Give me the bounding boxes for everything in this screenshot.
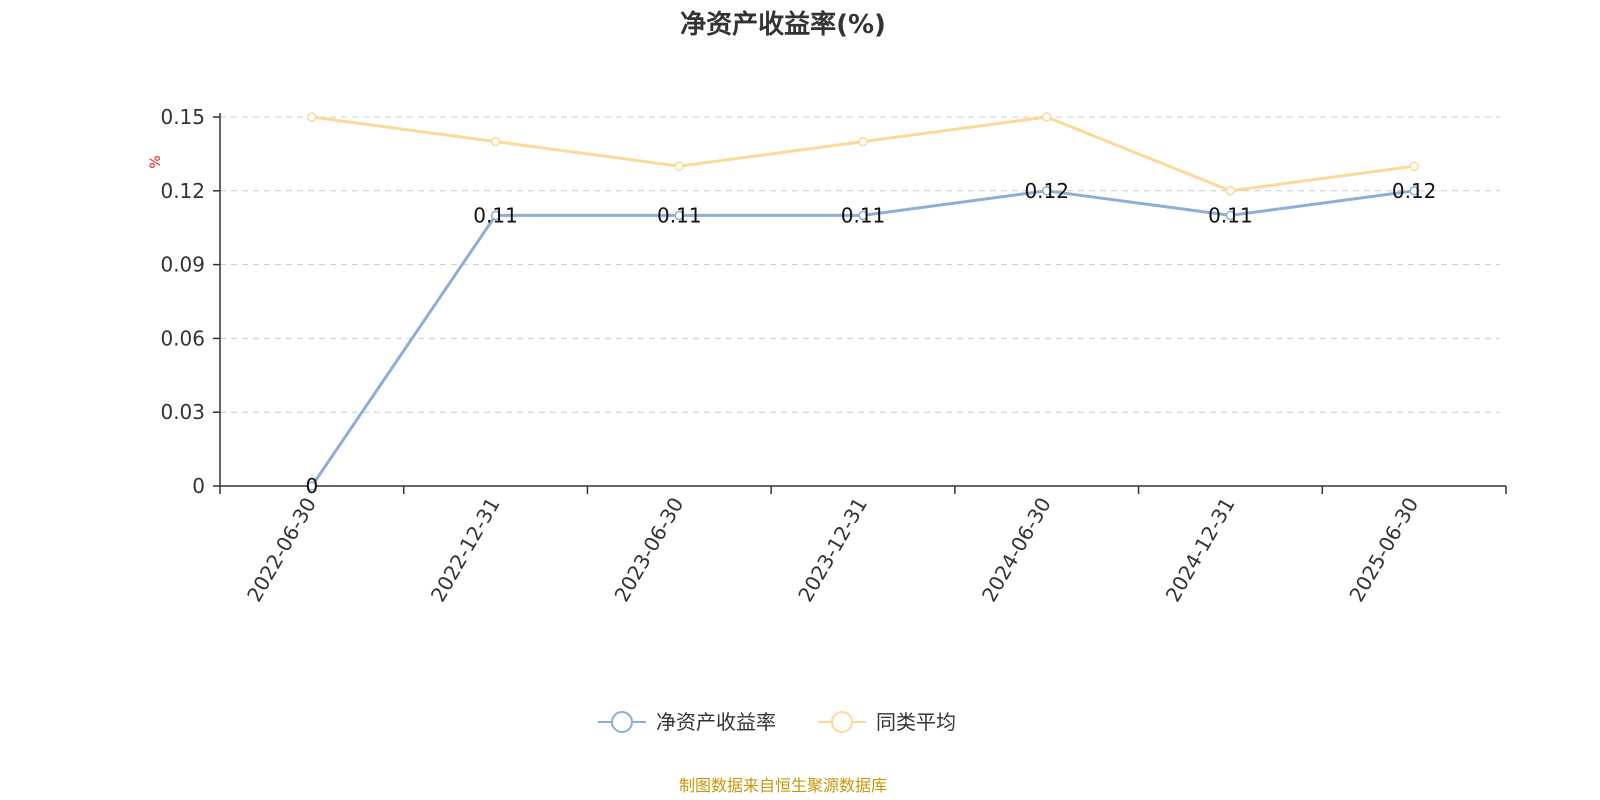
- data-point: [858, 136, 868, 147]
- series-line-1: [311, 115, 1415, 193]
- data-point: [1225, 210, 1236, 221]
- data-label: 0: [305, 474, 318, 498]
- legend-item-0: 净资产收益率: [598, 710, 776, 734]
- data-point: [858, 210, 868, 221]
- data-label: 0.12: [1392, 179, 1437, 203]
- source-note: 制图数据来自恒生聚源数据库: [679, 776, 887, 795]
- data-point: [1041, 112, 1052, 122]
- data-point: [674, 210, 685, 221]
- data-label: 0.12: [1024, 179, 1069, 203]
- data-point: [1409, 186, 1419, 196]
- gridlines: [220, 116, 1500, 413]
- data-label: 0.11: [657, 203, 702, 227]
- x-tick-label: 2022-12-31: [426, 493, 505, 606]
- y-tick-label: 0: [192, 474, 205, 498]
- x-tick-label: 2024-12-31: [1161, 493, 1240, 606]
- series-layer: [307, 112, 1419, 491]
- data-point: [674, 161, 685, 171]
- data-label: 0.11: [473, 203, 518, 227]
- data-labels: 0 0.11 0.11 0.11 0.12 0.11 0.12: [305, 179, 1436, 498]
- data-point: [490, 136, 501, 147]
- y-axis-unit-label: %: [148, 155, 164, 168]
- data-label: 0.11: [1208, 203, 1253, 227]
- y-tick-label: 0.09: [160, 253, 205, 277]
- legend-marker: [611, 711, 633, 733]
- data-label: 0.11: [841, 203, 886, 227]
- data-point: [307, 481, 317, 491]
- x-tick-label: 2022-06-30: [242, 493, 321, 606]
- chart-title: 净资产收益率(%): [680, 9, 886, 40]
- x-tick-label: 2024-06-30: [977, 493, 1056, 606]
- y-tick-label: 0.03: [160, 400, 205, 424]
- legend-label: 同类平均: [876, 710, 956, 734]
- data-point: [307, 112, 317, 122]
- data-point: [1409, 161, 1419, 171]
- legend-label: 净资产收益率: [656, 710, 776, 734]
- x-tick-label: 2025-06-30: [1344, 493, 1423, 606]
- x-tick-label: 2023-06-30: [609, 493, 688, 606]
- data-point: [1041, 186, 1052, 196]
- legend-marker: [831, 711, 853, 733]
- legend-item-1: 同类平均: [818, 710, 956, 734]
- legend: 净资产收益率 同类平均: [598, 710, 956, 734]
- y-tick-label: 0.12: [160, 179, 205, 203]
- x-tick-label: 2023-12-31: [793, 493, 872, 606]
- y-tick-label: 0.15: [160, 105, 205, 129]
- data-point: [1225, 186, 1236, 196]
- data-point: [490, 210, 501, 221]
- y-tick-label: 0.06: [160, 326, 205, 350]
